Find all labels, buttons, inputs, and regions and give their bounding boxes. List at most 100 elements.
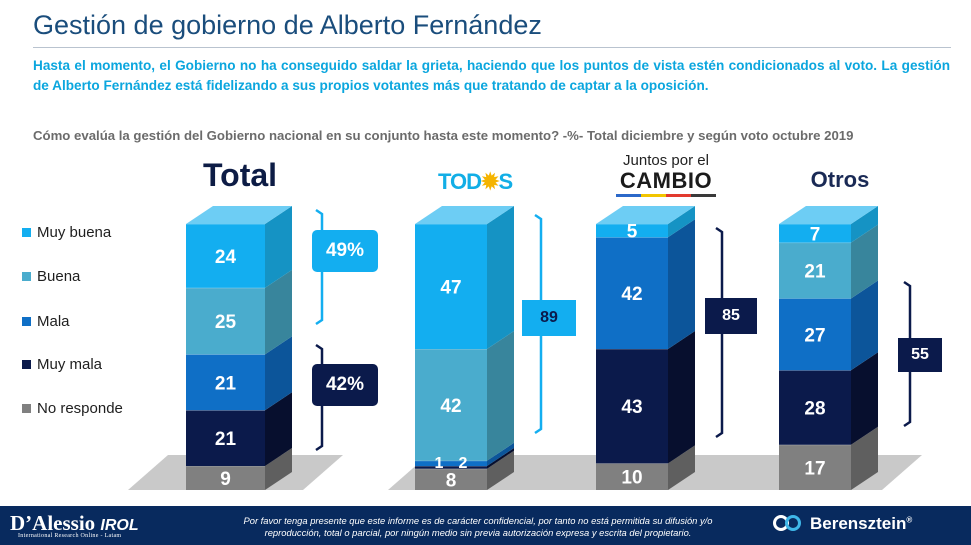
sun-icon: ✹ [481,169,499,194]
legend-no-responde: No responde [22,400,123,418]
legend-buena: Buena [22,268,80,286]
group-title-total: Total [202,157,278,193]
legend-mala: Mala [22,313,70,331]
legend-swatch [22,403,31,413]
legend-label: Muy mala [37,356,103,373]
aggregate-total-negative: 42% [312,364,378,406]
jxc-stripe [616,194,716,197]
bar-side [487,450,514,490]
aggregate-otros-negative: 55 [898,338,942,372]
berensztein-icon [773,514,801,531]
bar-value-label: 21 [215,429,237,450]
bar-top [779,206,878,224]
todos-logo: TOD✹S [438,169,542,197]
page-title: Gestión de gobierno de Alberto Fernández [33,10,542,40]
bar-value-label: 7 [810,224,821,245]
legend-swatch [22,227,31,237]
bar-segment [779,242,851,299]
bar-side [487,331,514,461]
registered-mark: ® [906,515,913,525]
berensztein-logo: Berensztein® [772,514,912,534]
bar-group-0: 9 21 21 25 24 [186,206,292,490]
bar-segment [779,444,851,490]
bar-side [265,269,292,355]
bar-side [487,206,514,350]
chart-question: Cómo evalúa la gestión del Gobierno naci… [33,128,854,143]
footer [0,506,971,545]
legend-label: No responde [37,400,123,417]
bar-value-label: 42 [440,396,461,417]
bar-segment [596,224,668,238]
bar-value-label: 10 [621,468,642,489]
bar-value-label: 27 [804,325,825,346]
intro-text: Hasta el momento, el Gobierno no ha cons… [33,58,950,93]
dalessio-name: D’Alessio [10,511,96,535]
bar-segment [415,466,487,469]
dalessio-irol: IROL [100,517,139,534]
bar-group-1: 81 2 42 47 [415,206,514,491]
legend-label: Buena [37,268,81,285]
bar-side [851,280,878,371]
bar-value-label: 5 [627,222,638,243]
bar-value-label: 28 [804,399,825,420]
bar-segment [415,349,487,461]
bar-segment [779,298,851,371]
confidentiality-disclaimer: Por favor tenga presente que este inform… [243,515,713,538]
aggregate-total-positive: 49% [312,230,378,272]
bar-value-label: 17 [804,458,825,479]
bar-side [851,206,878,243]
bar-segment [779,224,851,243]
todos-logo-right: S [498,169,513,194]
bar-value-label: 1 [435,455,444,472]
bar-value-label: 47 [440,278,461,299]
bar-value-label: 25 [215,312,237,333]
bar-segment [186,287,265,355]
bar-top [596,206,695,224]
legend-swatch [22,316,31,326]
bar-segment [186,224,265,288]
juntos-por-el-cambio-logo: Juntos por el CAMBIO [614,152,718,197]
bar-segment [186,466,265,490]
bar-value-label: 21 [215,373,237,394]
legend-label: Muy buena [37,224,112,241]
bar-group-2: 10 43 42 5 [596,206,695,490]
legend-muy-mala: Muy mala [22,356,102,374]
dalessio-logo: D’Alessio IROL [10,511,139,536]
jxc-line1: Juntos por el [623,152,709,169]
bar-segment [596,349,668,464]
bar-side [487,442,514,467]
bar-top [415,206,514,224]
todos-logo-left: TOD [438,169,482,194]
bar-segment [415,468,487,490]
bar-side [265,336,292,411]
bar-segment [415,224,487,350]
legend-swatch [22,359,31,369]
bar-value-label: 43 [621,397,642,418]
bar-segment [596,463,668,490]
bar-group-3: 17 28 27 21 7 [779,206,878,490]
bar-segment [596,237,668,350]
bar-value-label: 21 [804,262,826,283]
bar-side [668,206,695,238]
bar-value-label: 2 [459,455,468,472]
title-divider [33,47,951,48]
bar-side [668,219,695,350]
bar-side [668,445,695,490]
bar-segment [779,370,851,445]
bar-value-label: 8 [446,470,457,491]
jxc-line2: CAMBIO [619,168,713,193]
legend-label: Mala [37,313,70,330]
bar-value-label: 24 [215,247,237,268]
bar-side [851,352,878,445]
bar-segment [186,410,265,467]
legend-swatch [22,271,31,281]
bar-segment [186,354,265,411]
bar-side [265,206,292,288]
bar-side [265,392,292,467]
bar-side [265,448,292,490]
bar-side [851,224,878,299]
bar-segment [415,460,487,467]
bar-side [851,426,878,490]
legend-muy-buena: Muy buena [22,224,111,242]
